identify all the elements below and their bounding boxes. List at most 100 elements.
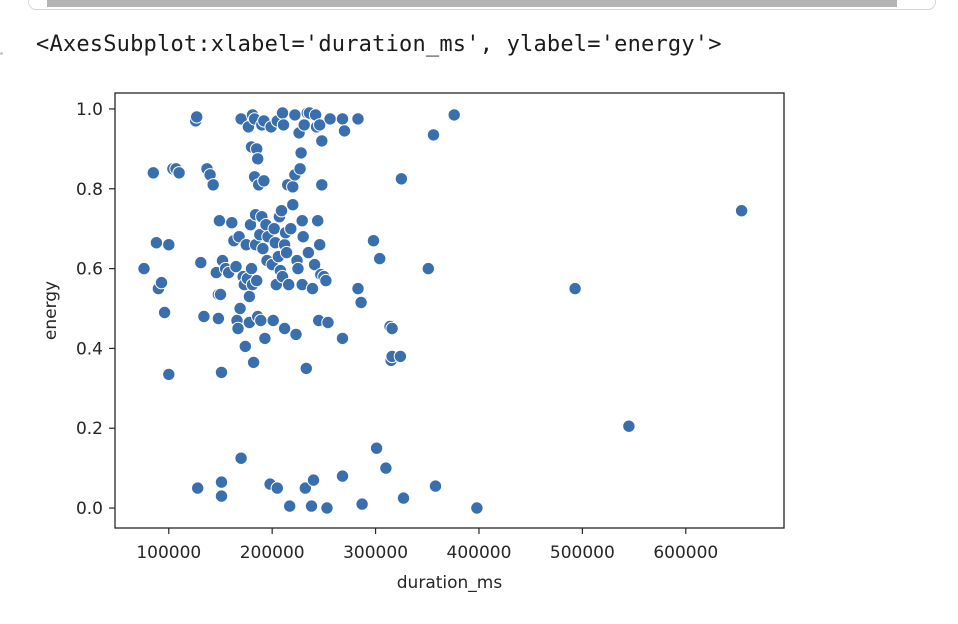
data-point [306,473,321,487]
y-tick-label: 0.6 [76,260,103,280]
x-tick-label: 600000 [653,543,718,563]
data-point [315,178,329,192]
data-point [291,261,305,276]
data-point [162,367,176,382]
data-point [299,361,313,376]
data-point [238,339,253,354]
data-point [286,180,300,194]
data-point [734,204,749,218]
x-tick-label: 100000 [136,543,201,563]
data-point [212,214,227,228]
data-point [250,273,264,288]
data-point [294,146,308,160]
y-tick-label: 0.4 [76,339,103,359]
data-point [351,112,365,126]
data-point [172,166,186,180]
data-point [283,499,297,513]
data-point [289,327,303,342]
data-point [233,301,247,316]
data-point [296,230,310,244]
data-point [256,241,270,256]
data-point [295,214,309,228]
data-point [267,222,281,236]
data-point [162,238,176,252]
data-point [305,281,320,296]
data-point [385,321,399,336]
data-point [426,128,441,142]
y-tick-label: 0.0 [76,499,103,519]
data-point [251,152,265,166]
data-point [154,275,169,290]
data-point [447,108,461,122]
data-point [304,499,319,513]
data-point [323,112,337,126]
data-point [214,475,229,489]
data-point [137,261,151,276]
data-point [258,331,272,346]
data-point [246,355,261,370]
data-point [206,178,220,192]
y-ticks: 0.0 0.2 0.4 0.6 0.8 1.0 [76,100,115,519]
x-axis-label: duration_ms [397,573,503,593]
data-point [366,234,381,248]
data-point [275,106,290,120]
data-point [266,313,280,328]
x-tick-label: 300000 [343,543,408,563]
data-point [288,108,302,122]
data-point [373,251,387,266]
data-point [301,245,316,260]
data-point [313,238,327,252]
data-point [396,491,411,505]
y-tick-label: 1.0 [76,100,103,120]
data-point [279,245,294,260]
data-point [354,295,368,310]
data-point [277,321,292,336]
axes-frame [114,92,785,529]
data-point [622,419,636,433]
points-layer [137,106,749,515]
data-point [214,365,229,380]
x-ticks: 100000 200000 300000 400000 500000 600000 [136,528,718,563]
data-point [270,481,284,495]
data-point [282,277,296,292]
data-point [284,222,298,236]
data-point [307,257,322,272]
data-point [311,214,325,228]
data-point [213,287,228,302]
data-point [276,118,291,132]
data-point [335,112,350,126]
data-point [149,236,164,250]
x-tick-label: 200000 [240,543,305,563]
data-point [214,489,229,503]
data-point [355,497,369,511]
y-tick-label: 0.2 [76,419,103,439]
data-point [313,118,327,132]
data-point [428,479,443,493]
data-point [234,451,248,465]
data-point [254,313,268,328]
data-point [337,124,352,138]
data-point [394,172,409,186]
data-point [194,255,208,270]
y-tick-label: 0.8 [76,180,103,200]
data-point [320,501,334,515]
data-point [315,134,329,148]
data-point [293,162,307,176]
data-point [351,281,365,296]
y-axis-label: energy [41,281,61,340]
data-point [321,315,335,330]
data-point [231,321,245,336]
data-point [379,461,393,475]
data-point [393,349,408,364]
data-point [191,481,205,495]
data-point [225,216,239,230]
scroll-thumb[interactable] [47,0,897,7]
x-tick-label: 500000 [550,543,615,563]
data-point [470,501,484,515]
data-point [244,261,259,276]
data-point [421,261,435,276]
data-point [197,309,211,324]
data-point [319,273,333,288]
data-point [257,174,271,188]
output-marker [0,52,3,55]
